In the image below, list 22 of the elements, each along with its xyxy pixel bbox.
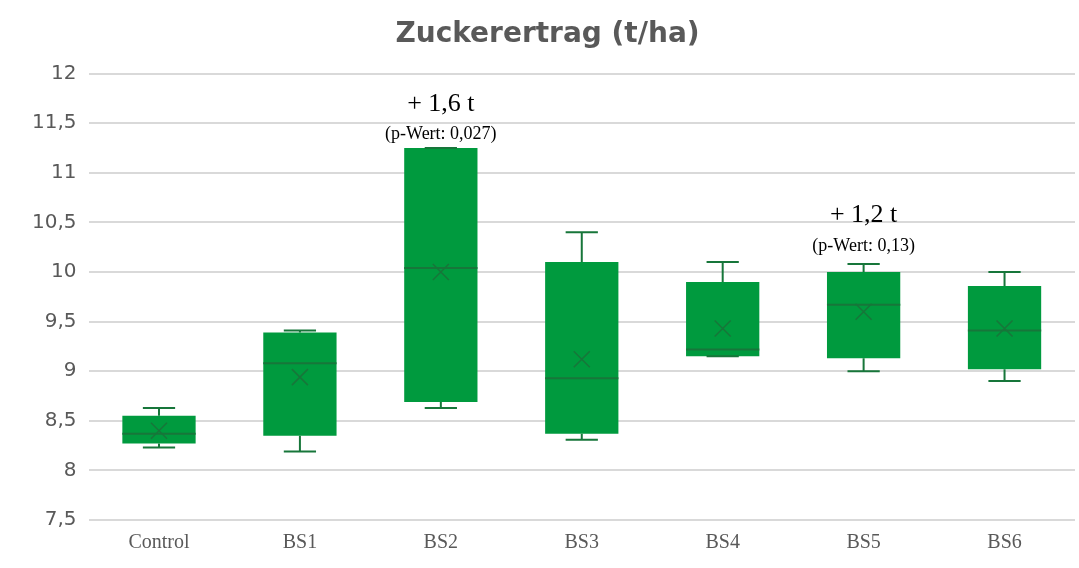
annotation: + 1,2 t <box>829 198 899 228</box>
x-tick-label: BS4 <box>705 530 740 553</box>
annotation: (p-Wert: 0,13) <box>812 234 915 256</box>
y-tick-label: 12 <box>51 59 77 84</box>
y-tick-label: 8 <box>63 456 77 481</box>
annotation: + 1,6 t <box>407 87 476 117</box>
y-tick-label: 9,5 <box>44 307 77 332</box>
y-tick-label: 7,5 <box>44 506 77 531</box>
x-tick-label: BS5 <box>846 530 881 553</box>
x-tick-label: BS6 <box>987 530 1022 553</box>
chart-title: Zuckerertrag (t/ha) <box>395 16 700 50</box>
y-tick-label: 8,5 <box>44 407 77 431</box>
y-tick-label: 11,5 <box>32 109 77 134</box>
x-tick-label: BS3 <box>564 530 599 553</box>
y-tick-label: 10,5 <box>32 208 77 233</box>
y-tick-label: 11 <box>51 159 77 183</box>
y-tick-label: 9 <box>63 357 77 382</box>
x-tick-label: BS2 <box>423 530 459 553</box>
y-tick-label: 10 <box>51 258 77 283</box>
x-tick-label: Control <box>128 530 190 553</box>
x-tick-label: BS1 <box>282 530 318 553</box>
annotation: (p-Wert: 0,027) <box>385 122 497 144</box>
